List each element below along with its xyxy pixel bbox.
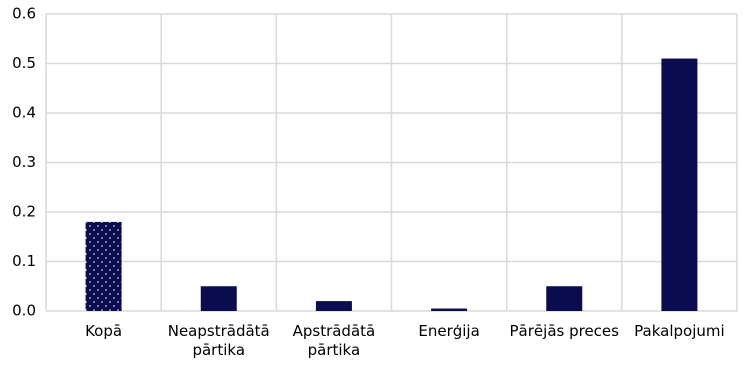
y-tick-label: 0.2 xyxy=(12,203,36,221)
x-tick-label: Neapstrādātā pārtika xyxy=(167,322,270,359)
bar xyxy=(661,58,698,311)
bar xyxy=(85,221,122,311)
bar xyxy=(200,286,237,311)
x-tick-label: Kopā xyxy=(85,322,123,340)
y-tick-label: 0.4 xyxy=(12,104,36,122)
x-tick-label: Enerģija xyxy=(418,322,480,340)
y-tick-label: 0.3 xyxy=(12,153,36,171)
y-tick-label: 0.6 xyxy=(12,5,36,23)
x-tick-label: Pārējās preces xyxy=(509,322,619,340)
y-tick-label: 0.5 xyxy=(12,54,36,72)
bar xyxy=(431,308,468,311)
y-tick-label: 0.1 xyxy=(12,252,36,270)
x-tick-label: Pakalpojumi xyxy=(634,322,725,340)
bar xyxy=(546,286,583,311)
bar xyxy=(315,301,352,311)
x-tick-label: Apstrādātā pārtika xyxy=(292,322,376,359)
y-tick-label: 0.0 xyxy=(12,302,36,320)
